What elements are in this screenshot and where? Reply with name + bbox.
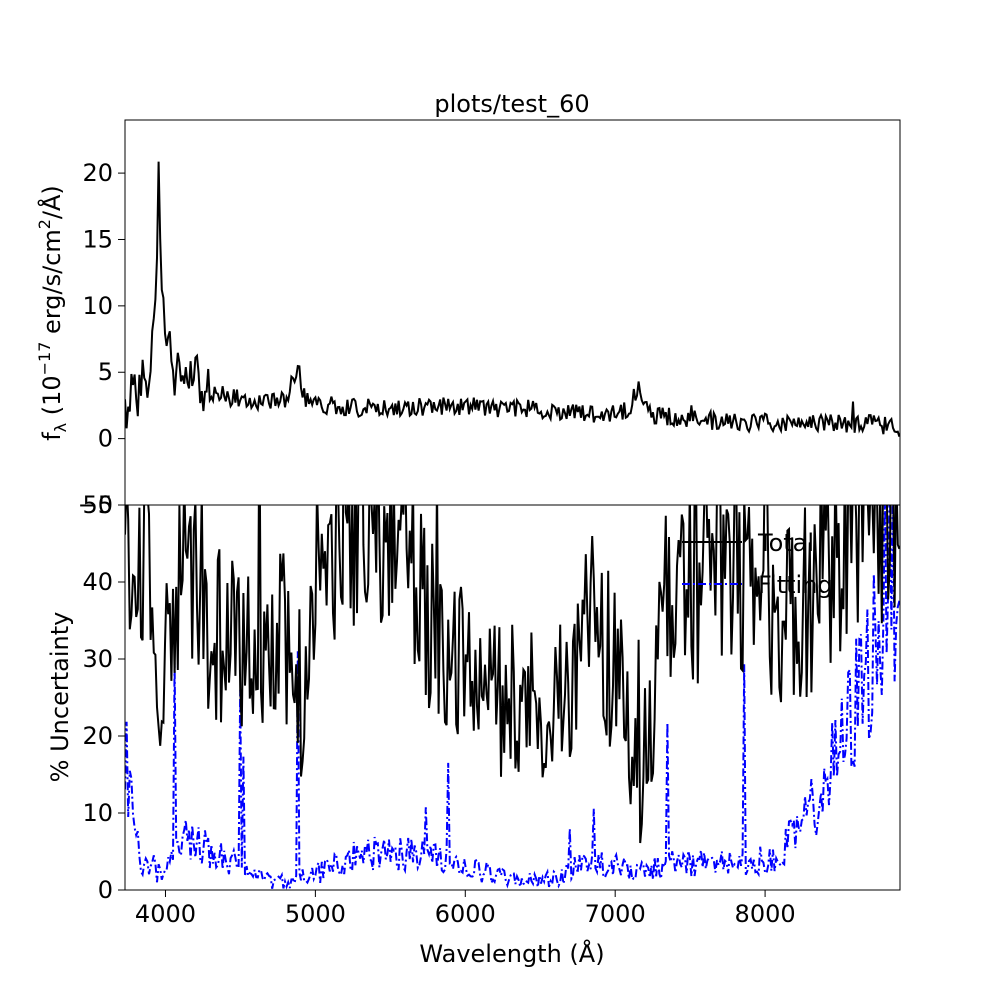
flux-ylabel-main: f <box>38 432 66 441</box>
flux-panel: plots/test_60 −5 0 5 10 15 20 fλ (10−17 erg/s… <box>35 90 901 519</box>
uncertainty-x-ticks: 4000 5000 6000 7000 8000 <box>135 890 796 928</box>
flux-y-tick-label: 10 <box>82 292 113 320</box>
uncertainty-panel: 0 10 20 30 40 50 4000 5000 6000 7000 8000 % Uncer… <box>46 491 901 968</box>
total-series-line <box>125 505 900 844</box>
uncertainty-y-tick-label: 0 <box>98 876 113 904</box>
x-tick-label: 6000 <box>435 900 496 928</box>
x-tick-label: 8000 <box>735 900 796 928</box>
legend: Total Fitting <box>682 529 833 599</box>
x-tick-label: 7000 <box>585 900 646 928</box>
uncertainty-y-tick-label: 10 <box>82 799 113 827</box>
flux-ylabel-mid: (10 <box>38 375 66 423</box>
legend-label-total: Total <box>757 529 814 557</box>
legend-entry-fitting: Fitting <box>682 571 833 599</box>
x-axis-label: Wavelength (Å) <box>419 939 604 968</box>
flux-ylabel-end: /Å) <box>37 185 66 219</box>
flux-y-axis-label: fλ (10−17 erg/s/cm2/Å) <box>35 185 70 441</box>
legend-entry-total: Total <box>682 529 814 557</box>
uncertainty-y-tick-label: 40 <box>82 568 113 596</box>
flux-y-ticks: −5 0 5 10 15 20 <box>78 159 125 519</box>
flux-y-tick-label: 20 <box>82 159 113 187</box>
flux-ylabel-exp: −17 <box>35 342 54 376</box>
flux-y-tick-label: 15 <box>82 225 113 253</box>
flux-series-line <box>125 161 900 438</box>
flux-y-tick-label: −5 <box>78 491 113 519</box>
flux-ylabel-unit: erg/s/cm <box>38 229 66 341</box>
x-tick-label: 4000 <box>135 900 196 928</box>
chart-title: plots/test_60 <box>434 90 589 118</box>
uncertainty-y-ticks: 0 10 20 30 40 50 <box>82 491 125 904</box>
flux-ylabel-sub: λ <box>51 423 70 432</box>
x-tick-label: 5000 <box>285 900 346 928</box>
uncertainty-y-tick-label: 30 <box>82 645 113 673</box>
uncertainty-y-tick-label: 50 <box>82 491 113 519</box>
uncertainty-axes-frame <box>124 504 901 891</box>
uncertainty-y-tick-label: 20 <box>82 722 113 750</box>
legend-label-fitting: Fitting <box>758 571 833 599</box>
uncertainty-y-axis-label: % Uncertainty <box>46 612 74 783</box>
flux-y-tick-label: 5 <box>98 358 113 386</box>
flux-y-tick-label: 0 <box>98 425 113 453</box>
flux-ylabel-sq: 2 <box>35 219 54 229</box>
